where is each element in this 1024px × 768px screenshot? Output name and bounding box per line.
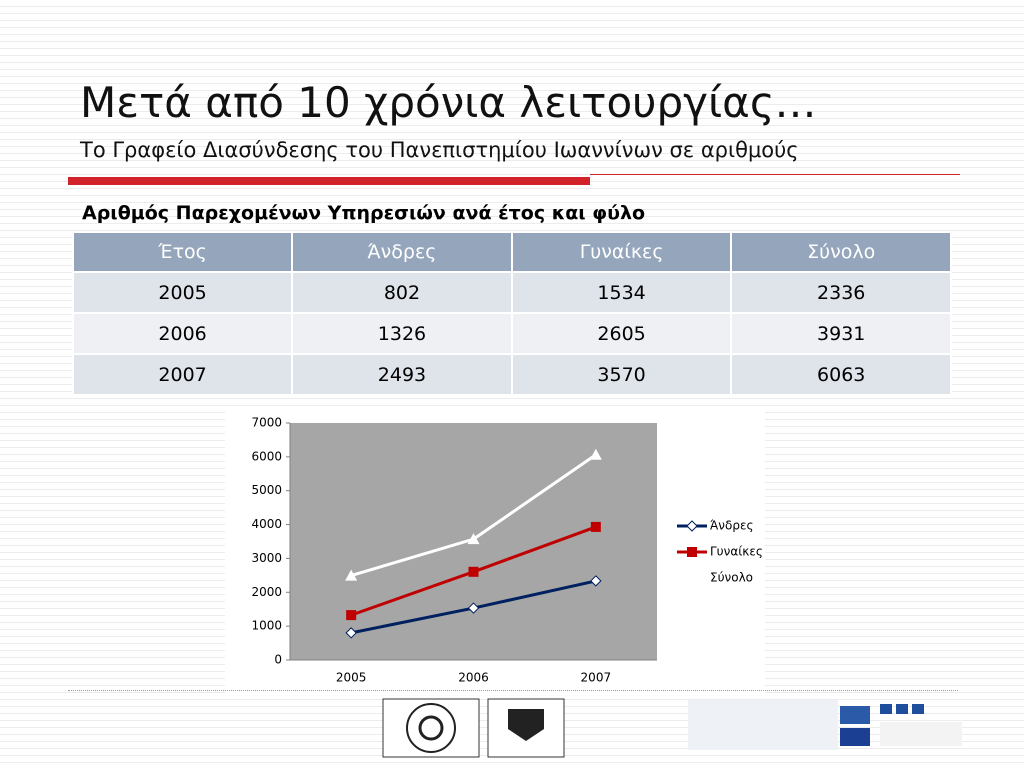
y-tick-label: 5000 — [251, 483, 282, 497]
header-cell: Έτος — [71, 231, 294, 273]
accent-line — [590, 174, 960, 175]
y-tick-label: 1000 — [251, 619, 282, 633]
table-cell: 1326 — [291, 312, 513, 355]
legend-marker — [686, 572, 698, 583]
x-tick-label: 2006 — [458, 671, 489, 685]
table-cell: 802 — [291, 271, 513, 314]
legend-label: Άνδρες — [710, 519, 754, 533]
y-tick-label: 7000 — [251, 416, 282, 430]
divider — [68, 690, 958, 691]
logo-crown — [508, 709, 544, 741]
point — [467, 533, 480, 545]
logo-text-block — [880, 722, 962, 746]
accent-bar — [68, 177, 590, 185]
x-tick-label: 2005 — [336, 671, 367, 685]
point — [467, 602, 480, 614]
table-cell: 6063 — [730, 353, 952, 396]
y-tick-label: 0 — [274, 653, 282, 667]
cert-logos — [382, 698, 565, 758]
header-cell: Γυναίκες — [510, 231, 733, 273]
logo-ring — [406, 703, 456, 753]
table-cell: 1534 — [510, 271, 733, 314]
logo-square — [912, 704, 924, 714]
point — [468, 566, 479, 577]
logo-square — [880, 704, 892, 714]
logo-square — [896, 704, 908, 714]
x-tick-label: 2007 — [581, 671, 612, 685]
table-row: 2006 1326 2605 3931 — [71, 312, 952, 355]
legend-label: Σύνολο — [710, 571, 753, 585]
y-tick-label: 6000 — [251, 449, 282, 463]
data-table: Έτος Άνδρες Γυναίκες Σύνολο 2005 802 1534 2336 2… — [71, 231, 952, 396]
point — [345, 569, 358, 581]
point — [590, 575, 602, 587]
logo-block — [688, 700, 838, 750]
header-cell: Σύνολο — [730, 231, 952, 273]
y-tick-label: 4000 — [251, 517, 282, 531]
point — [345, 627, 357, 639]
flag-eu — [840, 728, 870, 746]
funding-logos — [688, 700, 962, 750]
y-tick-label: 3000 — [251, 551, 282, 565]
point — [589, 448, 602, 460]
header-row: Έτος Άνδρες Γυναίκες Σύνολο — [71, 231, 952, 273]
table-cell: 3570 — [510, 353, 733, 396]
logo-r — [418, 715, 444, 741]
table-cell: 2005 — [71, 271, 294, 314]
legend-marker — [687, 547, 697, 557]
table-cell: 2605 — [510, 312, 733, 355]
legend-marker — [686, 520, 698, 532]
chart: 0 1000 2000 3000 4000 5000 6000 7000 2005 2006 200… — [225, 408, 765, 693]
table-title: Αριθμός Παρεχομένων Υπηρεσιών ανά έτος κ… — [82, 202, 646, 224]
table-cell: 2336 — [730, 271, 952, 314]
table-cell: 2007 — [71, 353, 294, 396]
slide-title: Μετά από 10 χρόνια λειτουργίας… — [80, 78, 817, 127]
table-cell: 2493 — [291, 353, 513, 396]
legend-label: Γυναίκες — [710, 545, 763, 559]
header-cell: Άνδρες — [291, 231, 513, 273]
table-cell: 3931 — [730, 312, 952, 355]
point — [346, 610, 357, 621]
slide-subtitle: Το Γραφείο Διασύνδεσης του Πανεπιστημίου… — [80, 138, 799, 162]
table-row: 2007 2493 3570 6063 — [71, 353, 952, 396]
point — [590, 521, 601, 532]
table-cell: 2006 — [71, 312, 294, 355]
y-tick-label: 2000 — [251, 585, 282, 599]
flag-gr — [840, 706, 870, 724]
logo-frame — [382, 698, 480, 758]
table-row: 2005 802 1534 2336 — [71, 271, 952, 314]
